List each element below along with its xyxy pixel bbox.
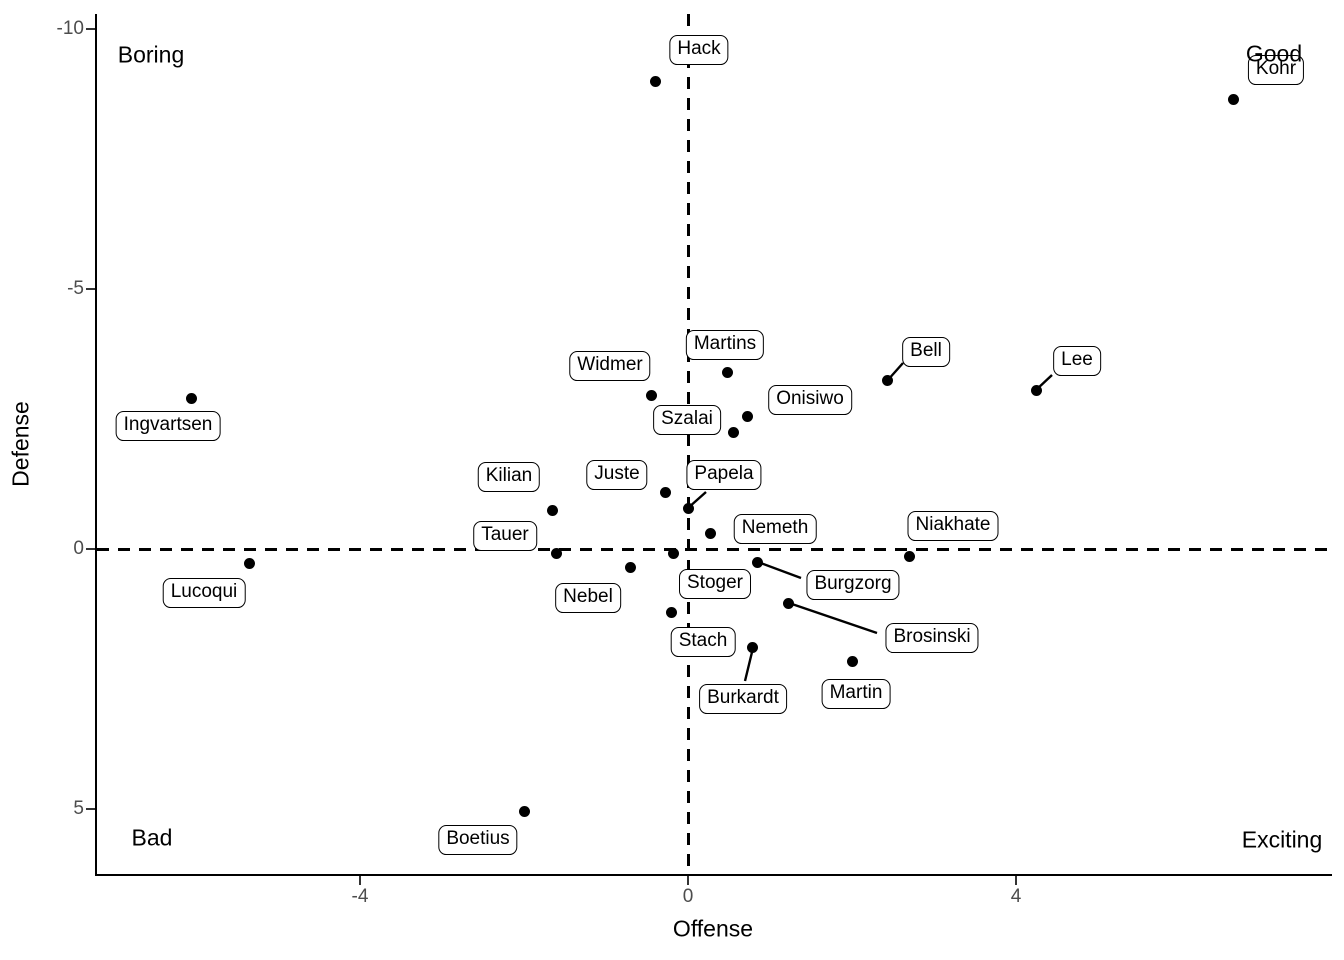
player-label-burkardt: Burkardt [699, 684, 787, 714]
y-tick-mark [86, 288, 95, 290]
player-label-stach: Stach [670, 627, 736, 657]
y-tick-label: -5 [67, 278, 84, 299]
data-point-ingvartsen [186, 392, 198, 404]
player-label-juste: Juste [586, 460, 648, 490]
leader-line-burkardt [743, 647, 755, 682]
leader-line-burgzorg [757, 560, 802, 580]
data-point-burgzorg [752, 556, 764, 568]
player-label-papela: Papela [686, 460, 762, 490]
player-label-tauer: Tauer [473, 521, 537, 551]
data-point-lee [1031, 384, 1042, 396]
player-label-lucoqui: Lucoqui [162, 578, 246, 608]
x-tick-label: -4 [351, 886, 369, 907]
data-point-nebel [625, 561, 637, 573]
player-label-martins: Martins [685, 330, 765, 360]
player-label-kohr: Kohr [1247, 55, 1305, 85]
y-tick-label: 0 [73, 538, 84, 559]
player-label-boetius: Boetius [438, 825, 518, 855]
player-label-ingvartsen: Ingvartsen [115, 411, 221, 441]
data-point-juste [660, 487, 672, 499]
zero-reference-line-horizontal [97, 547, 1330, 551]
data-point-brosinski [783, 597, 795, 609]
data-point-widmer [645, 390, 657, 402]
x-tick-mark [687, 876, 689, 885]
y-tick-mark [86, 548, 95, 550]
player-label-onisiwo: Onisiwo [768, 385, 852, 415]
data-point-szalai [728, 426, 740, 438]
x-axis-line [95, 874, 1332, 876]
data-point-tauer [551, 547, 563, 559]
player-label-bell: Bell [902, 337, 950, 367]
data-point-lucoqui [243, 557, 255, 569]
player-label-burgzorg: Burgzorg [806, 570, 900, 600]
player-label-widmer: Widmer [569, 351, 651, 381]
player-label-nemeth: Nemeth [733, 514, 817, 544]
quadrant-label-boring: Boring [117, 41, 185, 68]
data-point-martin [846, 656, 858, 668]
data-point-papela [682, 502, 694, 514]
player-label-brosinski: Brosinski [885, 623, 979, 653]
data-point-boetius [518, 806, 530, 818]
data-point-martins [721, 366, 733, 378]
player-label-stoger: Stoger [679, 569, 751, 599]
x-tick-label: 0 [682, 886, 694, 907]
data-point-stach [666, 607, 678, 619]
x-tick-mark [1015, 876, 1017, 885]
player-label-szalai: Szalai [653, 405, 721, 435]
data-point-kohr [1227, 93, 1239, 105]
zero-reference-line-vertical [686, 14, 690, 874]
quadrant-label-good: Good [1245, 40, 1303, 67]
leader-line-brosinski [788, 601, 878, 635]
data-point-bell [881, 374, 893, 386]
data-point-onisiwo [742, 410, 754, 422]
data-point-nemeth [705, 527, 717, 539]
player-label-lee: Lee [1053, 346, 1101, 376]
y-tick-mark [86, 28, 95, 30]
quadrant-label-exciting: Exciting [1241, 826, 1323, 853]
data-point-kilian [547, 504, 559, 516]
y-tick-label: -10 [56, 18, 84, 39]
data-point-stoger [667, 547, 679, 559]
y-axis-line [95, 14, 97, 876]
y-tick-label: 5 [73, 798, 84, 819]
data-point-burkardt [747, 642, 759, 654]
x-tick-mark [359, 876, 361, 885]
y-tick-mark [86, 808, 95, 810]
data-point-hack [649, 75, 661, 87]
data-point-niakhate [903, 551, 915, 563]
player-label-kilian: Kilian [477, 462, 541, 492]
player-label-nebel: Nebel [555, 583, 621, 613]
quadrant-label-bad: Bad [131, 824, 173, 851]
player-label-hack: Hack [669, 35, 729, 65]
player-label-niakhate: Niakhate [907, 511, 999, 541]
x-tick-label: 4 [1010, 886, 1022, 907]
player-label-martin: Martin [821, 679, 891, 709]
x-axis-title: Offense [672, 915, 754, 942]
